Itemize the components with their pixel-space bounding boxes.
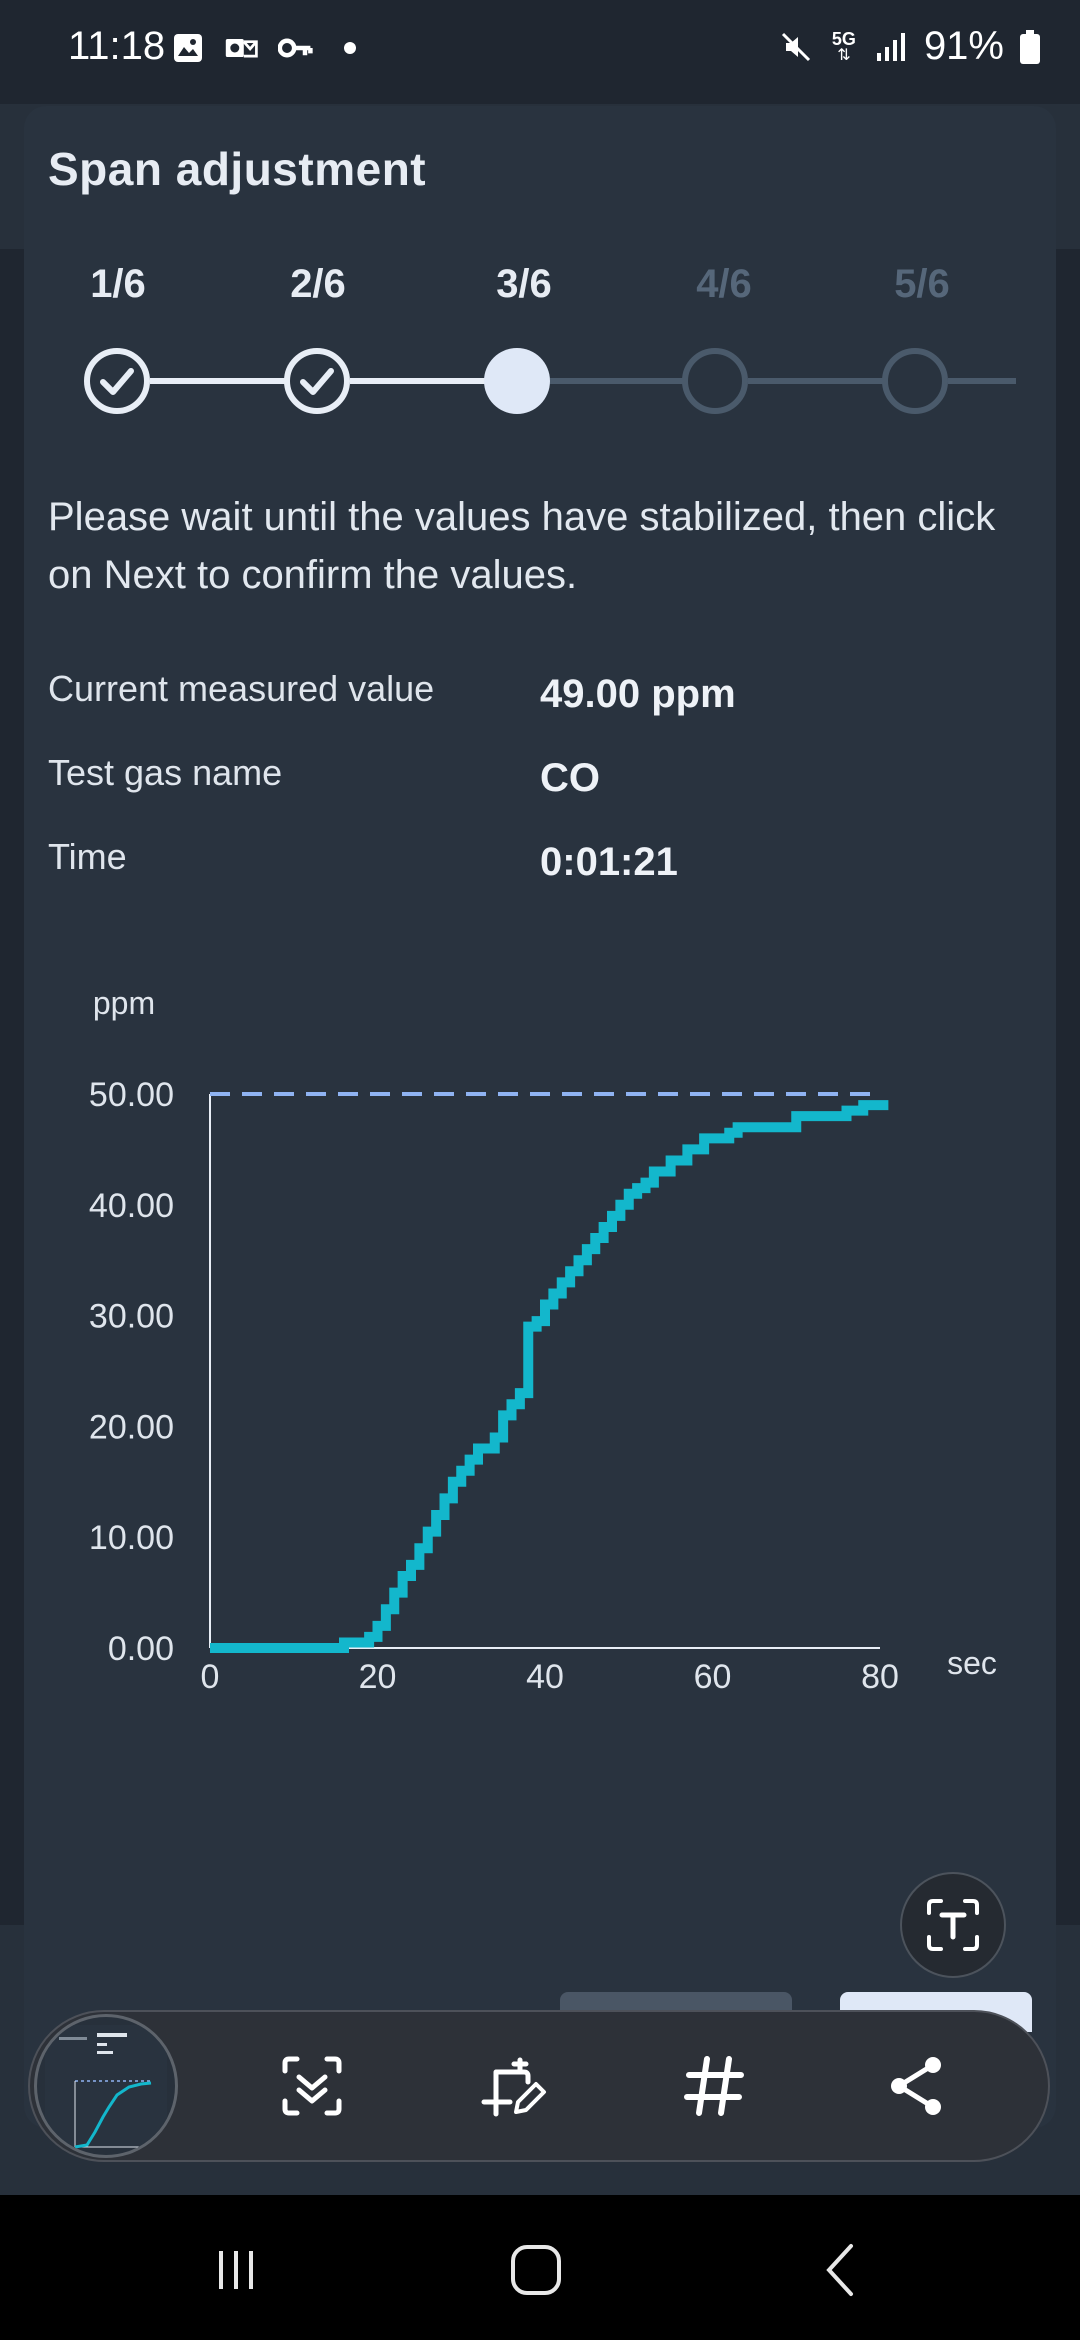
thumbnail-preview — [45, 2025, 167, 2149]
y-tick-label: 10.00 — [89, 1519, 174, 1557]
concentration-series — [210, 1100, 889, 1653]
step-1-complete — [84, 348, 150, 414]
instruction-text: Please wait until the values have stabil… — [48, 495, 996, 597]
x-axis-unit: sec — [947, 1645, 997, 1681]
share-button[interactable] — [874, 2042, 962, 2130]
y-tick-label: 20.00 — [89, 1408, 174, 1446]
span-adjustment-dialog — [24, 106, 1056, 2128]
time-value: 0:01:21 — [540, 840, 678, 884]
navigation-bar — [0, 2195, 1080, 2340]
concentration-chart: 0.00 10.00 20.00 30.00 40.00 50.00 0 20 40 60 80 pp… — [89, 985, 997, 1696]
status-bar: 11:18 5G ⇅ 91% — [0, 0, 1080, 104]
step-label-5: 5/6 — [894, 262, 950, 306]
scroll-capture-icon — [282, 2056, 342, 2116]
battery-percent: 91% — [923, 24, 1004, 68]
step-label-4: 4/6 — [696, 262, 752, 306]
gas-name-label: Test gas name — [48, 752, 283, 793]
current-value: 49.00 ppm — [540, 672, 736, 716]
x-tick-label: 0 — [201, 1658, 220, 1696]
y-tick-label: 40.00 — [89, 1187, 174, 1225]
check-icon — [100, 368, 134, 395]
text-extract-icon — [927, 1899, 979, 1951]
status-time: 11:18 — [68, 24, 166, 68]
hashtag-button[interactable] — [670, 2042, 758, 2130]
scroll-capture-button[interactable] — [268, 2042, 356, 2130]
step-5-pending — [882, 348, 948, 414]
share-icon — [891, 2057, 941, 2115]
hashtag-icon — [684, 2056, 744, 2116]
y-tick-label: 50.00 — [89, 1076, 174, 1114]
y-axis-unit: ppm — [93, 985, 155, 1021]
x-tick-label: 20 — [359, 1658, 397, 1696]
outlook-icon — [224, 30, 260, 66]
gas-name-value: CO — [540, 756, 600, 800]
step-connector-done — [350, 378, 492, 384]
signal-icon — [874, 29, 910, 65]
step-connector-done — [150, 378, 290, 384]
y-tick-label: 0.00 — [108, 1630, 174, 1668]
dot-icon — [332, 30, 368, 66]
battery-icon — [1018, 29, 1042, 65]
notification-icons — [170, 30, 368, 66]
step-label-1: 1/6 — [90, 262, 146, 306]
step-connector-pending — [948, 378, 1016, 384]
screenshot-thumbnail[interactable] — [34, 2014, 178, 2158]
step-label-2: 2/6 — [290, 262, 346, 306]
recents-icon — [219, 2251, 253, 2289]
crop-edit-button[interactable] — [470, 2042, 558, 2130]
x-tick-label: 80 — [861, 1658, 899, 1696]
system-status: 5G ⇅ 91% — [778, 24, 1042, 69]
y-tick-label: 30.00 — [89, 1298, 174, 1336]
step-4-pending — [682, 348, 748, 414]
step-label-3: 3/6 — [496, 262, 552, 306]
x-tick-label: 60 — [694, 1658, 732, 1696]
step-connector-pending — [550, 378, 692, 384]
mute-icon — [778, 29, 814, 65]
current-value-label: Current measured value — [48, 668, 435, 709]
home-button[interactable] — [496, 2240, 576, 2300]
extract-text-button[interactable] — [900, 1872, 1006, 1978]
x-tick-label: 40 — [526, 1658, 564, 1696]
crop-edit-icon — [481, 2057, 546, 2117]
time-label: Time — [48, 836, 127, 877]
vpn-key-icon — [278, 30, 314, 66]
gallery-icon — [170, 30, 206, 66]
home-icon — [511, 2245, 561, 2295]
back-nav-button[interactable] — [802, 2240, 882, 2300]
step-3-current — [484, 348, 550, 414]
back-icon — [826, 2244, 853, 2296]
check-icon — [300, 368, 334, 395]
recents-button[interactable] — [196, 2240, 276, 2300]
5g-icon: 5G ⇅ — [831, 28, 856, 64]
dialog-title: Span adjustment — [48, 143, 427, 195]
step-connector-pending — [748, 378, 890, 384]
step-2-complete — [284, 348, 350, 414]
